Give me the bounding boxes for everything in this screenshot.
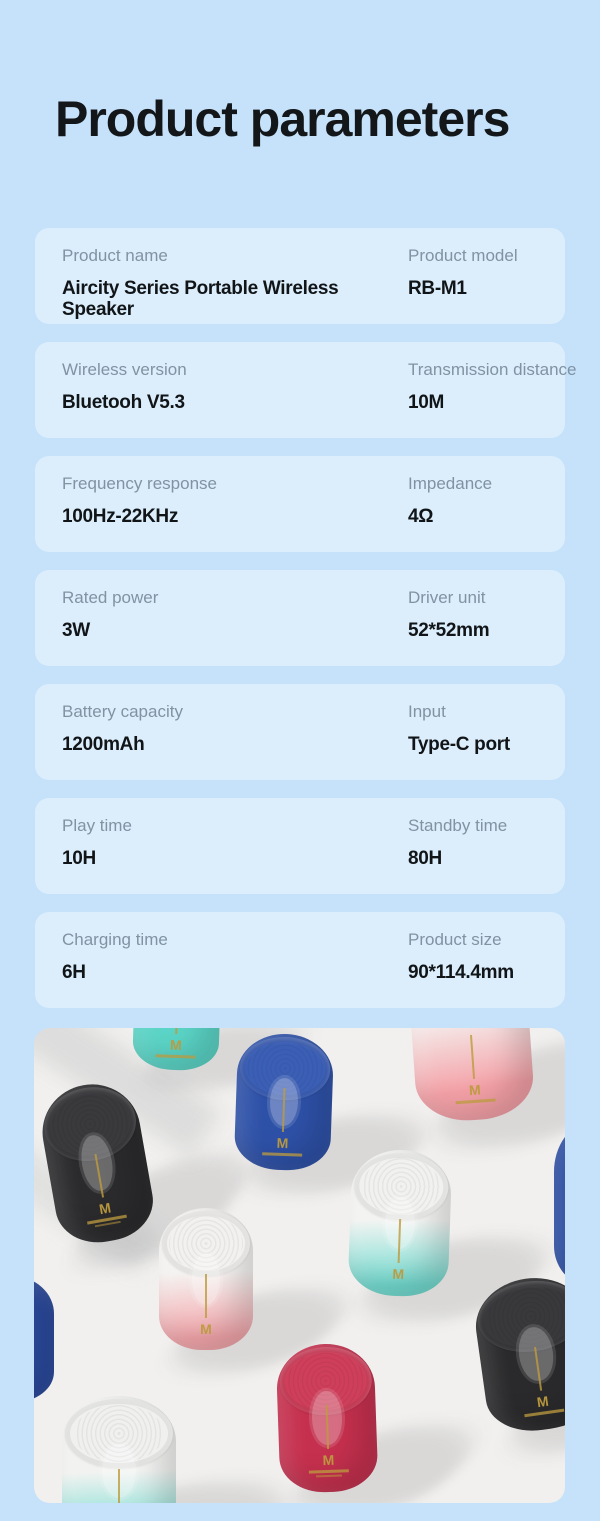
spec-field: Input Type-C port — [408, 702, 565, 780]
brand-logo-m: M — [348, 1218, 450, 1283]
spec-label: Wireless version — [62, 360, 187, 379]
spec-card: Charging time 6H Product size 90*114.4mm — [35, 912, 565, 1008]
spec-value: 3W — [62, 620, 90, 641]
spec-label: Driver unit — [408, 588, 486, 607]
spec-card: Frequency response 100Hz-22KHz Impedance… — [35, 456, 565, 552]
spec-field: Transmission distance 10M — [408, 360, 577, 438]
spec-value: Aircity Series Portable Wireless Speaker — [62, 278, 339, 320]
brand-logo-m: M — [412, 1031, 534, 1107]
speaker-white-mint-bottom-left: M — [56, 1396, 312, 1503]
spec-card: Battery capacity 1200mAh Input Type-C po… — [35, 684, 565, 780]
speaker-white-pink-top-right: M — [406, 1028, 565, 1152]
spec-value: 90*114.4mm — [408, 962, 514, 983]
spec-card: Product name Aircity Series Portable Wir… — [35, 228, 565, 324]
speaker-blue-center: M — [225, 1032, 449, 1195]
spec-field: Wireless version Bluetooh V5.3 — [62, 360, 408, 438]
spec-label: Frequency response — [62, 474, 217, 493]
brand-logo-m: M — [132, 1028, 220, 1060]
logo-line — [534, 1346, 543, 1391]
spec-value: Type-C port — [408, 734, 510, 755]
spec-label: Standby time — [408, 816, 508, 835]
logo-letter: M — [169, 1037, 182, 1054]
spec-label: Charging time — [62, 930, 168, 949]
spec-field: Impedance 4Ω — [408, 474, 565, 552]
logo-letter: M — [468, 1081, 482, 1099]
spec-value: 4Ω — [408, 506, 434, 527]
brand-logo-m: M — [159, 1273, 253, 1337]
logo-line — [325, 1405, 330, 1450]
spec-field: Rated power 3W — [62, 588, 408, 666]
spec-cards: Product name Aircity Series Portable Wir… — [35, 228, 577, 1008]
page-title: Product parameters — [55, 91, 510, 147]
product-photo: M M M — [34, 1028, 565, 1503]
logo-line — [397, 1219, 402, 1264]
spec-label: Rated power — [62, 588, 159, 607]
speaker-white-pink-mid: M — [149, 1208, 370, 1373]
spec-label: Input — [408, 702, 446, 721]
logo-line — [205, 1273, 207, 1318]
logo-line — [118, 1469, 120, 1503]
brand-logo-m: M — [278, 1404, 378, 1479]
logo-line — [175, 1028, 179, 1035]
spec-label: Transmission distance — [408, 360, 577, 379]
speaker-body — [34, 1276, 54, 1402]
spec-value: RB-M1 — [408, 278, 467, 299]
spec-label: Play time — [62, 816, 132, 835]
spec-value: 100Hz-22KHz — [62, 506, 179, 527]
logo-letter: M — [200, 1320, 212, 1337]
spec-label: Product size — [408, 930, 502, 949]
spec-label: Product model — [408, 246, 518, 265]
spec-label: Battery capacity — [62, 702, 183, 721]
speaker-black-right: M — [469, 1270, 565, 1463]
spec-field: Product model RB-M1 — [408, 246, 565, 324]
logo-line — [94, 1154, 105, 1198]
spec-field: Frequency response 100Hz-22KHz — [62, 474, 408, 552]
spec-field: Product name Aircity Series Portable Wir… — [62, 246, 408, 324]
spec-field: Standby time 80H — [408, 816, 565, 894]
logo-letter: M — [276, 1135, 289, 1152]
spec-value: Bluetooh V5.3 — [62, 392, 185, 413]
logo-line — [470, 1034, 476, 1079]
spec-field: Battery capacity 1200mAh — [62, 702, 408, 780]
brand-logo-m: M — [234, 1087, 332, 1158]
spec-field: Play time 10H — [62, 816, 408, 894]
speaker-blue-sliver-right — [554, 1124, 565, 1284]
spec-card: Wireless version Bluetooh V5.3 Transmiss… — [35, 342, 577, 438]
spec-value: 6H — [62, 962, 86, 983]
spec-label: Impedance — [408, 474, 493, 493]
spec-value: 10M — [408, 392, 445, 413]
logo-text-bar — [308, 1469, 349, 1474]
logo-line — [281, 1088, 286, 1133]
speaker-blue-sliver-left — [34, 1276, 54, 1402]
spec-value: 10H — [62, 848, 96, 869]
spec-value: 52*52mm — [408, 620, 490, 641]
speaker-grille — [161, 1211, 251, 1277]
spec-label: Product name — [62, 246, 168, 265]
spec-card: Play time 10H Standby time 80H — [35, 798, 565, 894]
speaker-red: M — [271, 1342, 499, 1503]
speaker-mint-top: M — [126, 1028, 323, 1092]
spec-card: Rated power 3W Driver unit 52*52mm — [35, 570, 565, 666]
brand-logo-m: M — [62, 1469, 176, 1503]
spec-field: Charging time 6H — [62, 930, 408, 1008]
spec-value: 80H — [408, 848, 442, 869]
logo-letter: M — [322, 1451, 335, 1469]
speaker-white-mint-right: M — [337, 1148, 565, 1323]
spec-value: 1200mAh — [62, 734, 145, 755]
spec-field: Driver unit 52*52mm — [408, 588, 565, 666]
speaker-grille — [65, 1399, 173, 1468]
speaker-body — [554, 1124, 565, 1284]
spec-field: Product size 90*114.4mm — [408, 930, 565, 1008]
